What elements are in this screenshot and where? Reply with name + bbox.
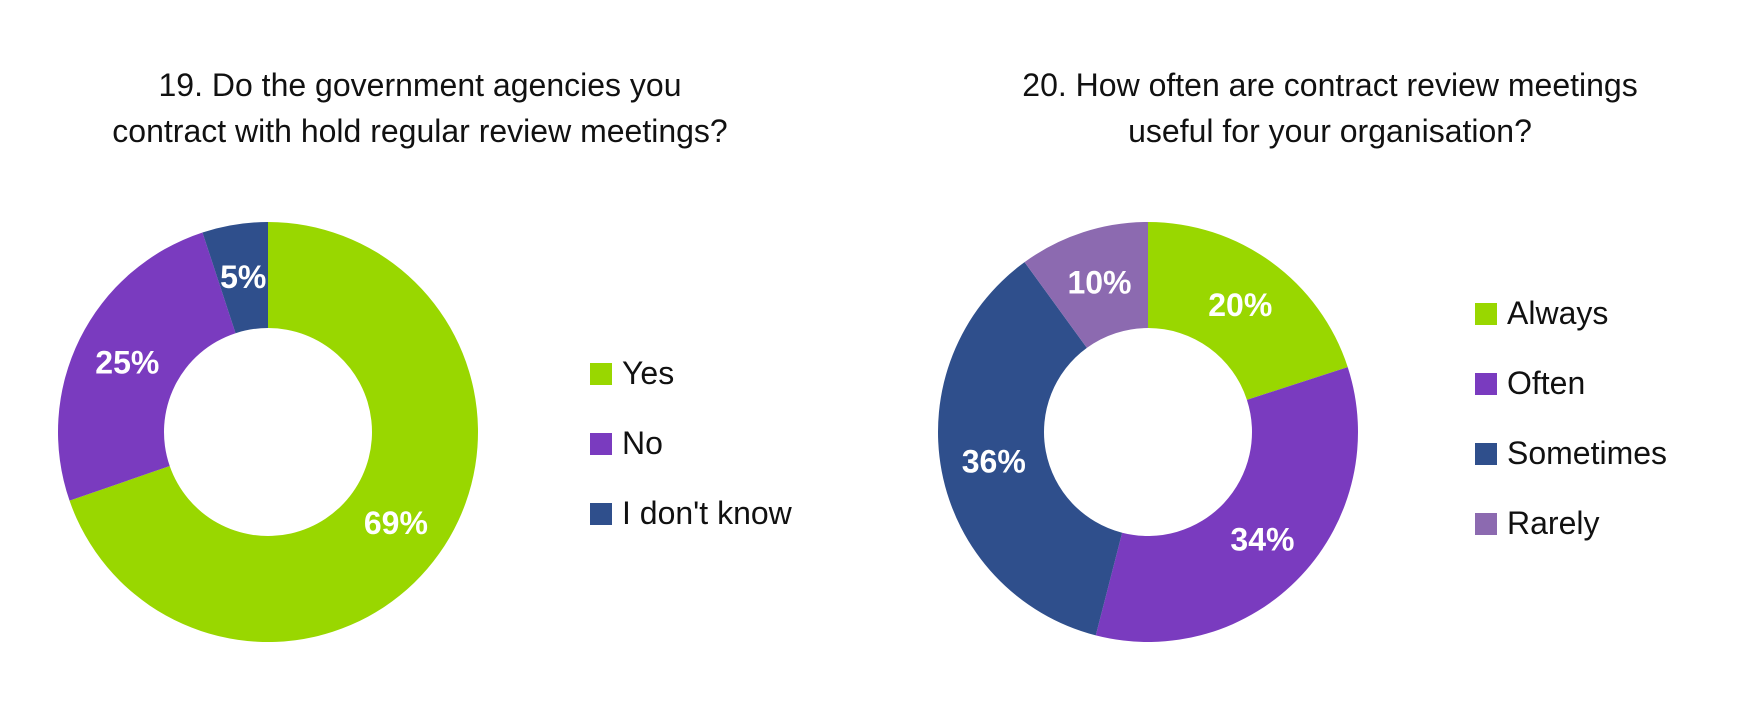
legend-swatch [1475,302,1497,325]
slice-often [1095,367,1358,642]
legend-item-i-dont-know: I don't know [590,495,792,532]
chart-title: 20. How often are contract review meetin… [1022,67,1638,149]
legend-label: Always [1507,295,1609,331]
data-label-rarely: 10% [1067,265,1131,301]
slice-no [58,232,236,501]
legend-swatch [1475,512,1497,535]
legend-label: Sometimes [1507,435,1668,471]
chart-panel-1: 19. Do the government agencies you contr… [0,0,870,720]
legend-item-rarely: Rarely [1475,505,1599,542]
chart-title: 19. Do the government agencies you contr… [112,67,728,149]
legend-label: No [622,425,663,461]
slice-sometimes [938,262,1123,636]
legend-swatch [590,362,612,385]
data-label-i-don-t-know: 5% [220,259,266,295]
legend-label: I don't know [622,495,792,531]
slice-yes [69,222,479,643]
donut-chart: 20% 34% 36% 10% [938,222,1358,642]
data-label-always: 20% [1208,287,1272,323]
legend-item-often: Often [1475,365,1585,402]
data-label-sometimes: 36% [962,443,1026,479]
data-label-yes: 69% [364,505,428,541]
legend-label: Often [1507,365,1586,401]
legend-swatch [1475,372,1497,395]
slice-i-don-t-know [202,222,268,334]
legend-item-always: Always [1475,295,1608,332]
legend-label: Rarely [1507,505,1600,541]
slice-rarely [1024,222,1148,348]
chart-panel-2: 20. How often are contract review meetin… [870,0,1742,720]
legend-item-yes: Yes [590,355,674,392]
slice-always [1148,222,1348,400]
legend-item-sometimes: Sometimes [1475,435,1667,472]
data-label-often: 34% [1230,521,1294,557]
legend-swatch [1475,442,1497,465]
legend-swatch [590,432,612,455]
legend-item-no: No [590,425,663,462]
legend-swatch [590,502,612,525]
data-label-no: 25% [95,344,159,380]
donut-chart: 69% 25% 5% [58,222,479,643]
legend-label: Yes [622,355,675,391]
